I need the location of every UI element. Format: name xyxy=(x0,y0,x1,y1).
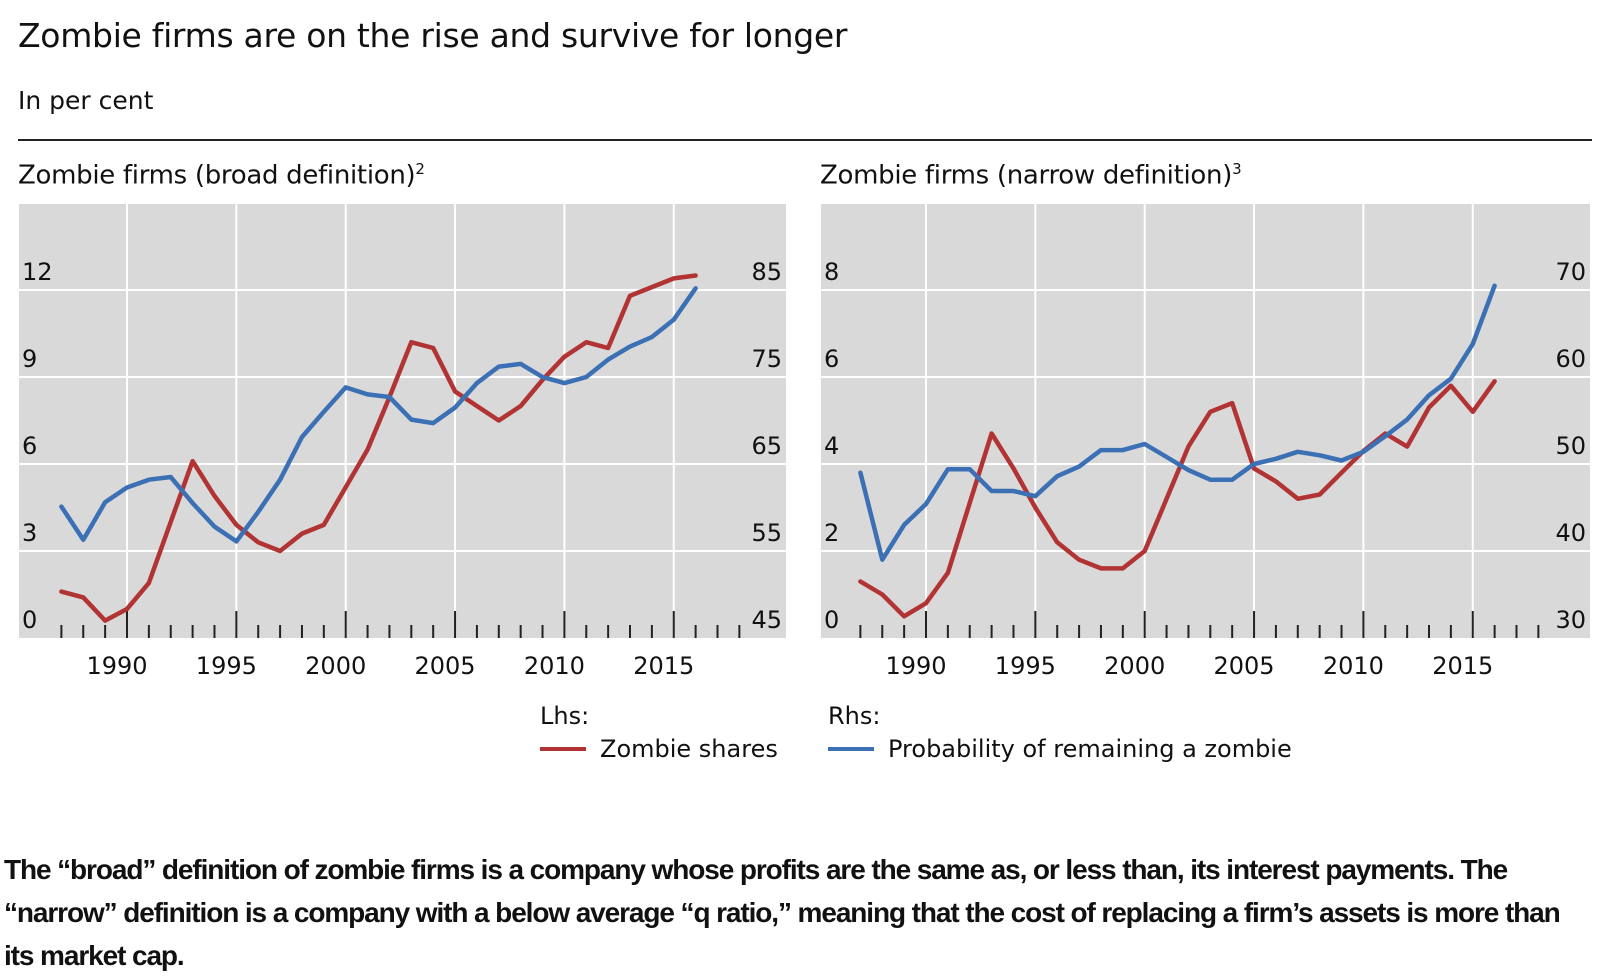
x-tick-label: 2000 xyxy=(305,652,366,680)
legend-text: Zombie shares xyxy=(600,735,778,763)
panel-title-broad: Zombie firms (broad definition)2 xyxy=(18,160,425,191)
y-left-tick-label: 9 xyxy=(22,345,37,373)
x-tick-label: 2010 xyxy=(524,652,585,680)
y-left-tick-label: 12 xyxy=(22,258,53,286)
legend-rhs-label: Rhs: xyxy=(828,702,881,730)
y-left-tick-label: 6 xyxy=(22,432,37,460)
plot-background xyxy=(19,204,786,638)
series-line-zombie-shares xyxy=(59,273,698,623)
panel-broad: 0 45 3 55 6 65 9 75 12 85 1990 1995 2000 2005 2010 2015 xyxy=(19,204,786,680)
y-left-tick-label: 6 xyxy=(824,345,839,373)
y-right-tick-label: 45 xyxy=(751,606,782,634)
y-right-tick-label: 60 xyxy=(1555,345,1586,373)
y-right-tick-label: 55 xyxy=(751,519,782,547)
legend-item-zombie-shares: Zombie shares xyxy=(540,735,778,763)
y-right-tick-label: 75 xyxy=(751,345,782,373)
x-tick-label: 2015 xyxy=(633,652,694,680)
title-divider xyxy=(18,139,1592,141)
y-left-tick-label: 3 xyxy=(22,519,37,547)
x-tick-label: 2005 xyxy=(415,652,476,680)
x-tick-label: 2010 xyxy=(1323,652,1384,680)
panel-title-text: Zombie firms (narrow definition) xyxy=(820,160,1233,191)
legend-item-probability: Probability of remaining a zombie xyxy=(828,735,1292,763)
legend-swatch-red xyxy=(540,747,586,751)
chart-subtitle: In per cent xyxy=(18,86,154,115)
y-right-tick-label: 70 xyxy=(1555,258,1586,286)
y-left-tick-label: 2 xyxy=(824,519,839,547)
y-left-tick-label: 4 xyxy=(824,432,839,460)
y-right-tick-label: 30 xyxy=(1555,606,1586,634)
caption-paragraph: The “broad” definition of zombie firms i… xyxy=(4,854,1561,971)
y-left-tick-label: 8 xyxy=(824,258,839,286)
x-tick-label: 2015 xyxy=(1432,652,1493,680)
x-tick-label: 1990 xyxy=(885,652,946,680)
y-right-tick-label: 85 xyxy=(751,258,782,286)
footnote-marker: 2 xyxy=(415,160,425,178)
legend-lhs-label: Lhs: xyxy=(540,702,590,730)
series-line-probability xyxy=(59,286,698,544)
legend-swatch-blue xyxy=(828,747,874,751)
legend-text: Probability of remaining a zombie xyxy=(888,735,1292,763)
y-right-tick-label: 50 xyxy=(1555,432,1586,460)
panel-title-narrow: Zombie firms (narrow definition)3 xyxy=(820,160,1242,191)
x-tick-label: 2000 xyxy=(1104,652,1165,680)
footnote-marker: 3 xyxy=(1232,160,1242,178)
panel-narrow: 0 30 2 40 4 50 6 60 8 70 1990 1995 2000 2005 2010 2015 xyxy=(821,204,1590,680)
y-right-tick-label: 65 xyxy=(751,432,782,460)
y-right-tick-label: 40 xyxy=(1555,519,1586,547)
y-left-tick-label: 0 xyxy=(824,606,839,634)
charts-canvas: 0 45 3 55 6 65 9 75 12 85 1990 1995 2000 2005 2010 2015… xyxy=(19,204,1590,680)
series-line-probability xyxy=(858,283,1497,562)
x-tick-label: 1995 xyxy=(995,652,1056,680)
y-left-tick-label: 0 xyxy=(22,606,37,634)
panel-title-text: Zombie firms (broad definition) xyxy=(18,160,416,191)
x-tick-label: 1995 xyxy=(196,652,257,680)
x-tick-label: 1990 xyxy=(86,652,147,680)
x-tick-label: 2005 xyxy=(1214,652,1275,680)
chart-title: Zombie firms are on the rise and survive… xyxy=(18,16,848,55)
